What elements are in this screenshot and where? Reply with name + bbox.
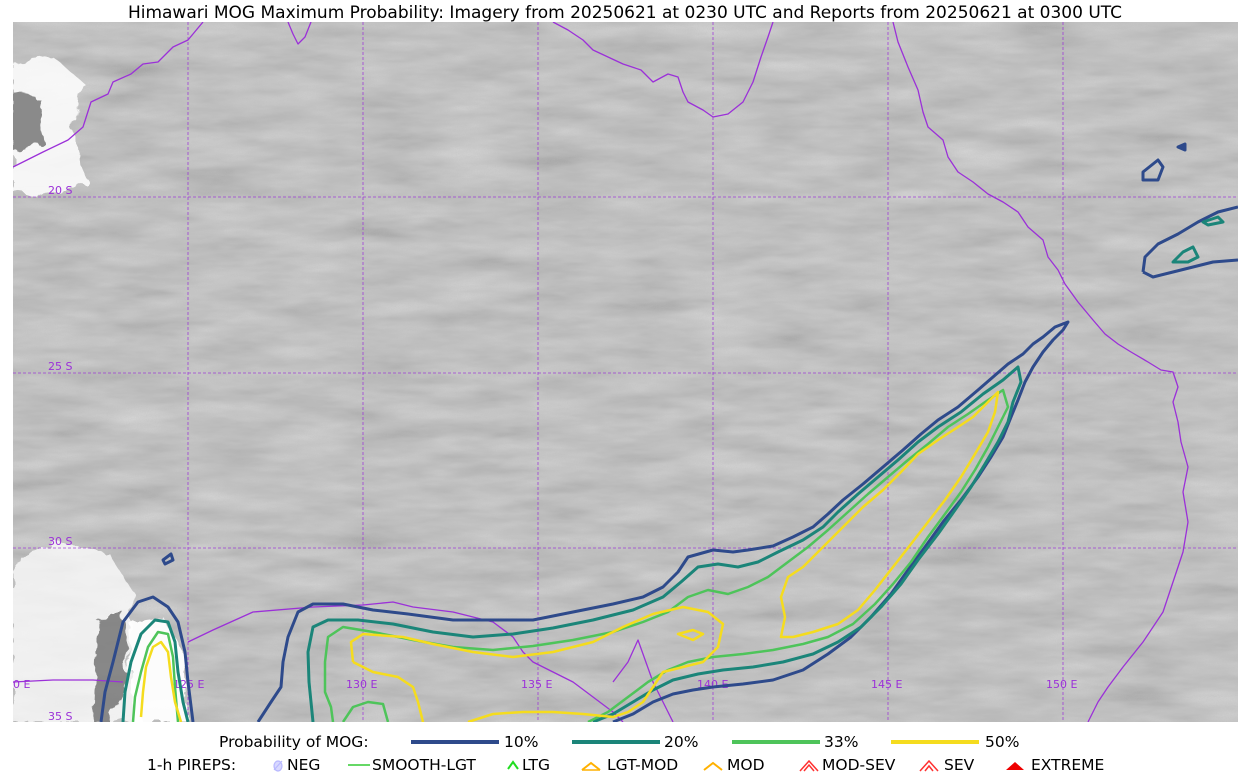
lat-lon-grid — [13, 22, 1238, 722]
lat-label-30s: 30 S — [48, 535, 72, 548]
label-10pct: 10% — [504, 733, 539, 751]
swatch-50pct — [891, 740, 979, 744]
pirep-label-mod-sev: MOD-SEV — [822, 756, 896, 774]
swatch-33pct — [732, 740, 820, 744]
lon-label-145e: 145 E — [871, 678, 902, 691]
label-20pct: 20% — [664, 733, 699, 751]
lat-label-25s: 25 S — [48, 360, 72, 373]
probability-legend: Probability of MOG: 10% 20% 33% 50% — [0, 731, 1250, 753]
coastline — [13, 22, 1189, 722]
swatch-20pct — [572, 740, 660, 744]
probability-legend-heading: Probability of MOG: — [219, 733, 369, 751]
pirep-label-mod: MOD — [727, 756, 765, 774]
contour-33pct — [131, 388, 1010, 722]
contour-50pct — [139, 390, 1000, 722]
mod-sev-icon — [799, 759, 819, 772]
lon-label-150e: 150 E — [1046, 678, 1077, 691]
label-50pct: 50% — [985, 733, 1020, 751]
lgt-mod-icon — [581, 761, 601, 771]
lat-label-35s: 35 S — [48, 710, 72, 722]
extreme-icon — [1006, 762, 1024, 770]
pirep-label-smooth-lgt: SMOOTH-LGT — [372, 756, 476, 774]
swatch-10pct — [411, 740, 499, 744]
label-33pct: 33% — [824, 733, 859, 751]
lon-label-130e: 130 E — [346, 678, 377, 691]
satellite-map: 20 S 25 S 30 S 35 S 120 E 125 E 130 E 13… — [13, 22, 1238, 722]
pirep-legend-heading: 1-h PIREPS: — [147, 756, 237, 774]
pirep-label-extreme: EXTREME — [1031, 756, 1105, 774]
ltg-icon — [507, 760, 519, 770]
pirep-legend: 1-h PIREPS: NEG SMOOTH-LGT LTG LGT-MOD M… — [0, 754, 1250, 776]
map-title: Himawari MOG Maximum Probability: Imager… — [127, 3, 1123, 23]
lat-label-20s: 20 S — [48, 184, 72, 197]
neg-icon — [273, 760, 283, 772]
lon-label-135e: 135 E — [521, 678, 552, 691]
pirep-label-sev: SEV — [944, 756, 975, 774]
mod-icon — [703, 761, 723, 771]
sev-icon — [919, 759, 939, 772]
lon-label-120e: 120 E — [13, 678, 30, 691]
imagery-grain — [13, 22, 1238, 722]
pirep-label-neg: NEG — [287, 756, 321, 774]
pirep-label-lgt-mod: LGT-MOD — [607, 756, 679, 774]
pirep-label-ltg: LTG — [522, 756, 550, 774]
smooth-lgt-icon — [348, 764, 370, 766]
contour-20pct — [121, 215, 1225, 722]
